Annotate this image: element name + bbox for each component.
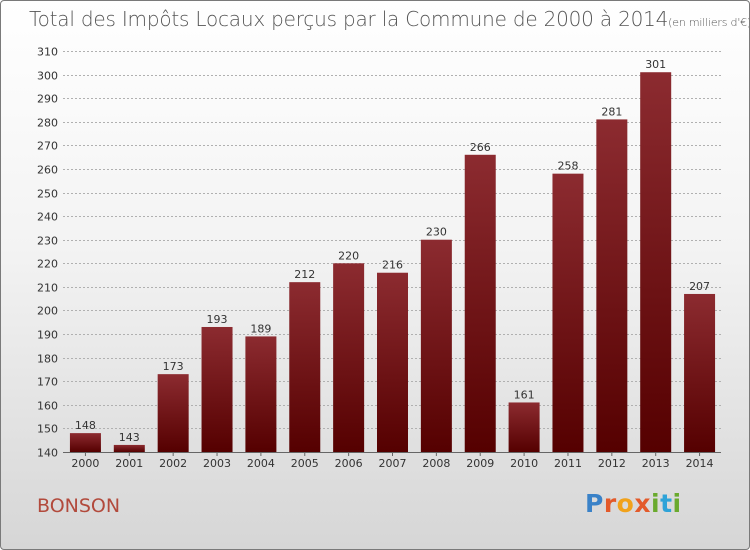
- y-tick-label: 280: [37, 117, 58, 130]
- logo-letter: i: [672, 489, 682, 518]
- y-tick-label: 190: [37, 329, 58, 342]
- x-tick-label: 2005: [291, 457, 319, 470]
- y-tick-label: 180: [37, 353, 58, 366]
- data-label: 258: [557, 160, 578, 173]
- y-tick-label: 240: [37, 211, 58, 224]
- x-tick-label: 2001: [115, 457, 143, 470]
- data-label: 143: [119, 431, 140, 444]
- y-tick-label: 140: [37, 447, 58, 460]
- y-tick-label: 260: [37, 164, 58, 177]
- y-tick-label: 200: [37, 305, 58, 318]
- bar: [333, 263, 365, 452]
- y-tick-label: 150: [37, 423, 58, 436]
- data-label: 212: [294, 268, 315, 281]
- data-label: 216: [382, 259, 403, 272]
- y-tick-label: 160: [37, 400, 58, 413]
- y-tick-label: 270: [37, 140, 58, 153]
- y-tick-label: 290: [37, 93, 58, 106]
- data-label: 301: [645, 58, 666, 71]
- data-label: 161: [514, 388, 535, 401]
- y-tick-label: 250: [37, 188, 58, 201]
- x-tick-label: 2002: [159, 457, 187, 470]
- x-tick-label: 2000: [71, 457, 99, 470]
- data-label: 230: [426, 226, 447, 239]
- logo-letter: i: [651, 489, 661, 518]
- data-label: 266: [470, 141, 491, 154]
- data-label: 193: [207, 313, 228, 326]
- proxiti-logo[interactable]: Proxiti: [585, 489, 682, 518]
- bar: [157, 374, 189, 452]
- x-tick-label: 2007: [379, 457, 407, 470]
- bar: [69, 433, 101, 452]
- x-tick-label: 2004: [247, 457, 275, 470]
- data-labels: 148 143 173 193 189 212 220 216 230 266 161 258 281 3…: [75, 58, 710, 444]
- chart-title: Total des Impôts Locaux perçus par la Co…: [29, 7, 750, 31]
- y-axis-ticks: 140 150 160 170 180 190 200 210 220 230 240 250 260 2…: [37, 46, 58, 460]
- data-label: 173: [163, 360, 184, 373]
- x-tick-label: 2011: [554, 457, 582, 470]
- x-tick-label: 2006: [335, 457, 363, 470]
- bars: [69, 72, 716, 453]
- y-tick-label: 220: [37, 258, 58, 271]
- title-text: Total des Impôts Locaux perçus par la Co…: [29, 7, 669, 31]
- y-tick-label: 230: [37, 235, 58, 248]
- bar: [596, 119, 628, 452]
- data-label: 220: [338, 249, 359, 262]
- bar: [464, 154, 496, 452]
- x-tick-label: 2009: [466, 457, 494, 470]
- y-tick-label: 170: [37, 376, 58, 389]
- bar: [684, 293, 716, 452]
- x-tick-label: 2013: [642, 457, 670, 470]
- bar: [640, 72, 672, 453]
- x-tick-label: 2008: [422, 457, 450, 470]
- x-tick-label: 2003: [203, 457, 231, 470]
- logo-letter: o: [616, 489, 635, 518]
- title-unit: (en milliers d'€): [668, 16, 750, 29]
- y-tick-label: 210: [37, 282, 58, 295]
- logo-letter: r: [603, 489, 617, 518]
- x-tick-label: 2010: [510, 457, 538, 470]
- bar: [245, 336, 277, 452]
- bar: [113, 444, 145, 452]
- data-label: 189: [250, 322, 271, 335]
- y-tick-label: 310: [37, 46, 58, 59]
- logo-letter: t: [660, 489, 673, 518]
- bar: [289, 282, 321, 452]
- commune-name: BONSON: [37, 495, 121, 517]
- logo-letter: x: [634, 489, 651, 518]
- x-tick-label: 2014: [686, 457, 714, 470]
- x-axis-ticks: 2000 2001 2002 2003 2004 2005 2006 2007 2008 2009…: [71, 452, 714, 470]
- data-label: 207: [689, 280, 710, 293]
- data-label: 148: [75, 419, 96, 432]
- x-tick-label: 2012: [598, 457, 626, 470]
- y-tick-label: 300: [37, 70, 58, 83]
- bar: [201, 326, 233, 452]
- bar: [420, 239, 452, 452]
- logo-letter: P: [585, 489, 604, 518]
- bar: [377, 272, 408, 452]
- bar: [508, 402, 540, 452]
- data-label: 281: [601, 105, 622, 118]
- bar: [552, 173, 584, 453]
